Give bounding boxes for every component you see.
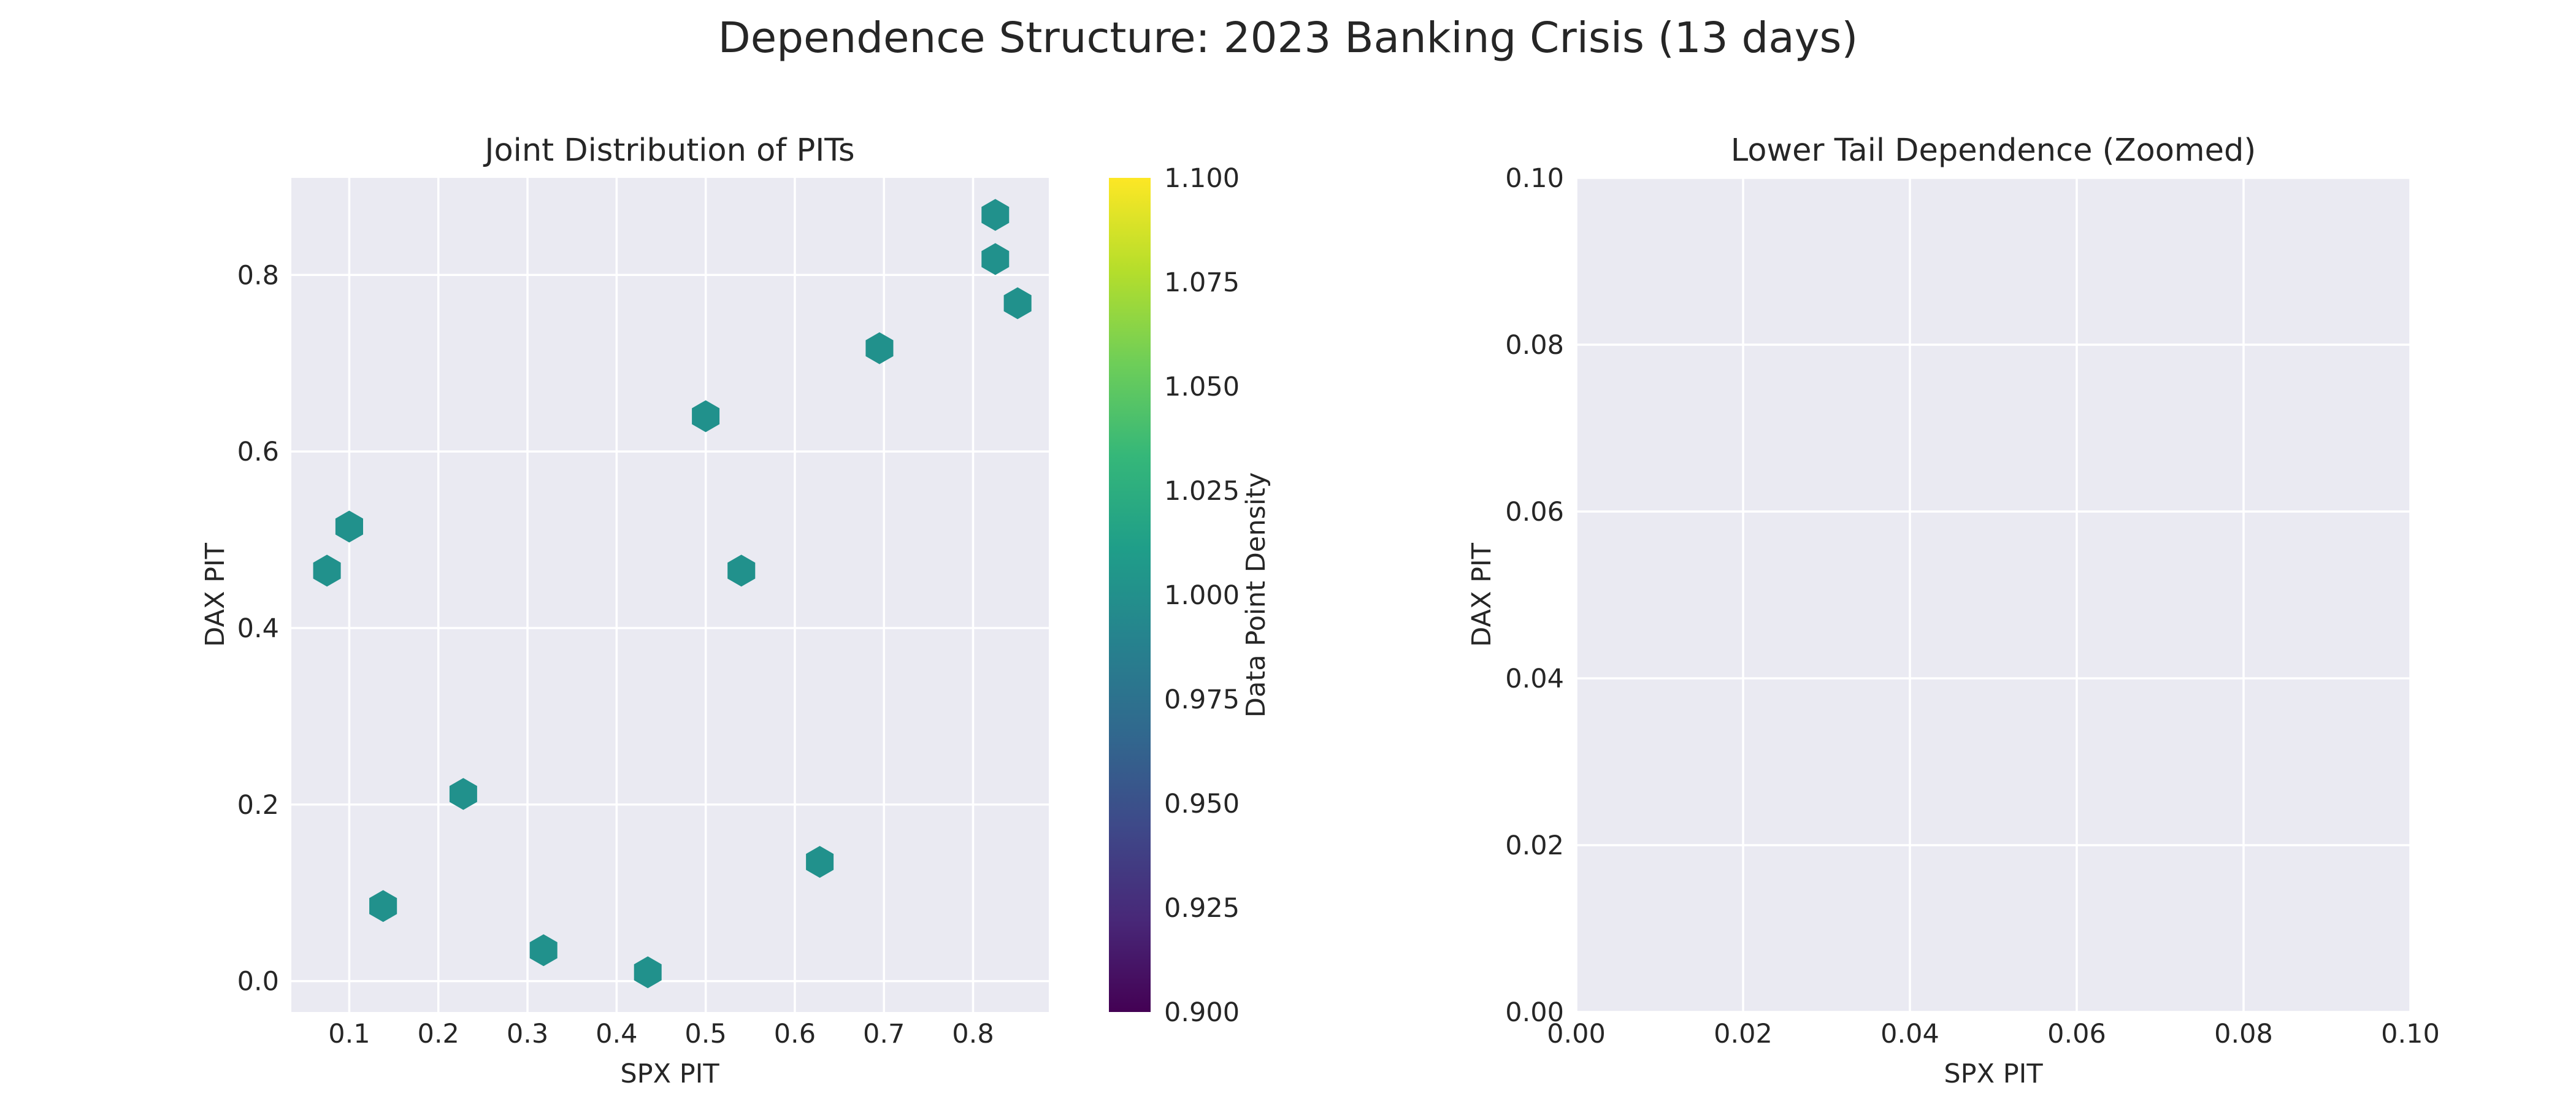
- colorbar-scale: [1109, 178, 1151, 1012]
- x-tick-label: 0.08: [2214, 1019, 2273, 1049]
- x-tick-label: 0.3: [507, 1019, 548, 1049]
- x-tick-label: 0.00: [1547, 1019, 1606, 1049]
- data-point: [727, 554, 756, 587]
- y-tick-labels: 0.00 0.02 0.04 0.06 0.08 0.10: [1505, 163, 1564, 1028]
- y-tick-label: 0.08: [1505, 330, 1564, 361]
- data-point: [1003, 287, 1032, 320]
- y-tick-label: 0.4: [237, 613, 279, 644]
- y-tick-label: 0.00: [1505, 997, 1564, 1028]
- panel-title: Joint Distribution of PITs: [483, 132, 854, 169]
- colorbar-tick-label: 0.950: [1164, 789, 1240, 819]
- colorbar: 0.900 0.925 0.950 0.975 1.000 1.025 1.050 1.075…: [1109, 163, 1271, 1028]
- x-axis-label: SPX PIT: [1944, 1059, 2043, 1089]
- x-tick-label: 0.6: [774, 1019, 816, 1049]
- x-tick-label: 0.06: [2047, 1019, 2106, 1049]
- colorbar-tick-label: 1.000: [1164, 580, 1240, 611]
- y-tick-label: 0.8: [237, 260, 279, 291]
- x-tick-label: 0.7: [863, 1019, 905, 1049]
- x-tick-label: 0.8: [952, 1019, 994, 1049]
- y-tick-label: 0.2: [237, 790, 279, 821]
- grid-lines: [291, 178, 1049, 1012]
- panel-title: Lower Tail Dependence (Zoomed): [1731, 132, 2256, 169]
- y-tick-labels: 0.0 0.2 0.4 0.6 0.8: [237, 260, 279, 997]
- data-point: [369, 890, 397, 922]
- x-axis-label: SPX PIT: [620, 1059, 719, 1089]
- y-tick-label: 0.0: [237, 967, 279, 997]
- x-tick-label: 0.04: [1880, 1019, 1939, 1049]
- x-tick-labels: 0.00 0.02 0.04 0.06 0.08 0.10: [1547, 1019, 2440, 1049]
- colorbar-tick-label: 1.100: [1164, 163, 1240, 194]
- x-tick-label: 0.4: [596, 1019, 637, 1049]
- colorbar-tick-label: 1.050: [1164, 372, 1240, 402]
- lower-tail-panel: 0.00 0.02 0.04 0.06 0.08 0.10 0.000.020.040.0…: [1466, 132, 2440, 1089]
- colorbar-tick-label: 1.025: [1164, 476, 1240, 507]
- y-axis-label: DAX PIT: [200, 542, 231, 647]
- data-point: [981, 243, 1010, 275]
- colorbar-tick-label: 1.075: [1164, 267, 1240, 298]
- data-point: [449, 778, 477, 810]
- y-tick-label: 0.6: [237, 437, 279, 467]
- colorbar-tick-label: 0.900: [1164, 997, 1240, 1028]
- y-tick-label: 0.10: [1505, 163, 1564, 194]
- data-point: [865, 332, 894, 364]
- data-point: [313, 554, 341, 587]
- colorbar-tick-labels: 0.900 0.925 0.950 0.975 1.000 1.025 1.050 1.075…: [1164, 163, 1240, 1028]
- colorbar-tick-label: 0.975: [1164, 684, 1240, 715]
- data-point: [692, 400, 720, 432]
- y-axis-label: DAX PIT: [1466, 542, 1497, 647]
- y-tick-label: 0.02: [1505, 830, 1564, 861]
- y-tick-label: 0.04: [1505, 664, 1564, 694]
- data-point: [634, 956, 662, 989]
- data-point: [335, 510, 363, 543]
- x-tick-label: 0.1: [328, 1019, 370, 1049]
- hexbin-points: [313, 199, 1032, 989]
- joint-distribution-panel: 0.1 0.2 0.3 0.4 0.5 0.6 0.7 0.8 0.0 0.2 0.4 0.6 0.8…: [200, 132, 1049, 1089]
- colorbar-label: Data Point Density: [1241, 472, 1271, 718]
- data-point: [981, 199, 1010, 231]
- data-point: [806, 846, 834, 878]
- x-tick-label: 0.02: [1714, 1019, 1773, 1049]
- figure-title: Dependence Structure: 2023 Banking Crisi…: [718, 13, 1858, 63]
- plot-area-background: [291, 178, 1049, 1012]
- colorbar-tick-label: 0.925: [1164, 893, 1240, 924]
- data-point: [529, 934, 558, 967]
- grid-lines: [1575, 177, 2412, 1013]
- y-tick-label: 0.06: [1505, 497, 1564, 527]
- plot-area-background: [1576, 178, 2410, 1012]
- x-tick-label: 0.5: [684, 1019, 726, 1049]
- x-tick-labels: 0.1 0.2 0.3 0.4 0.5 0.6 0.7 0.8: [328, 1019, 994, 1049]
- x-tick-label: 0.10: [2381, 1019, 2440, 1049]
- x-tick-label: 0.2: [418, 1019, 459, 1049]
